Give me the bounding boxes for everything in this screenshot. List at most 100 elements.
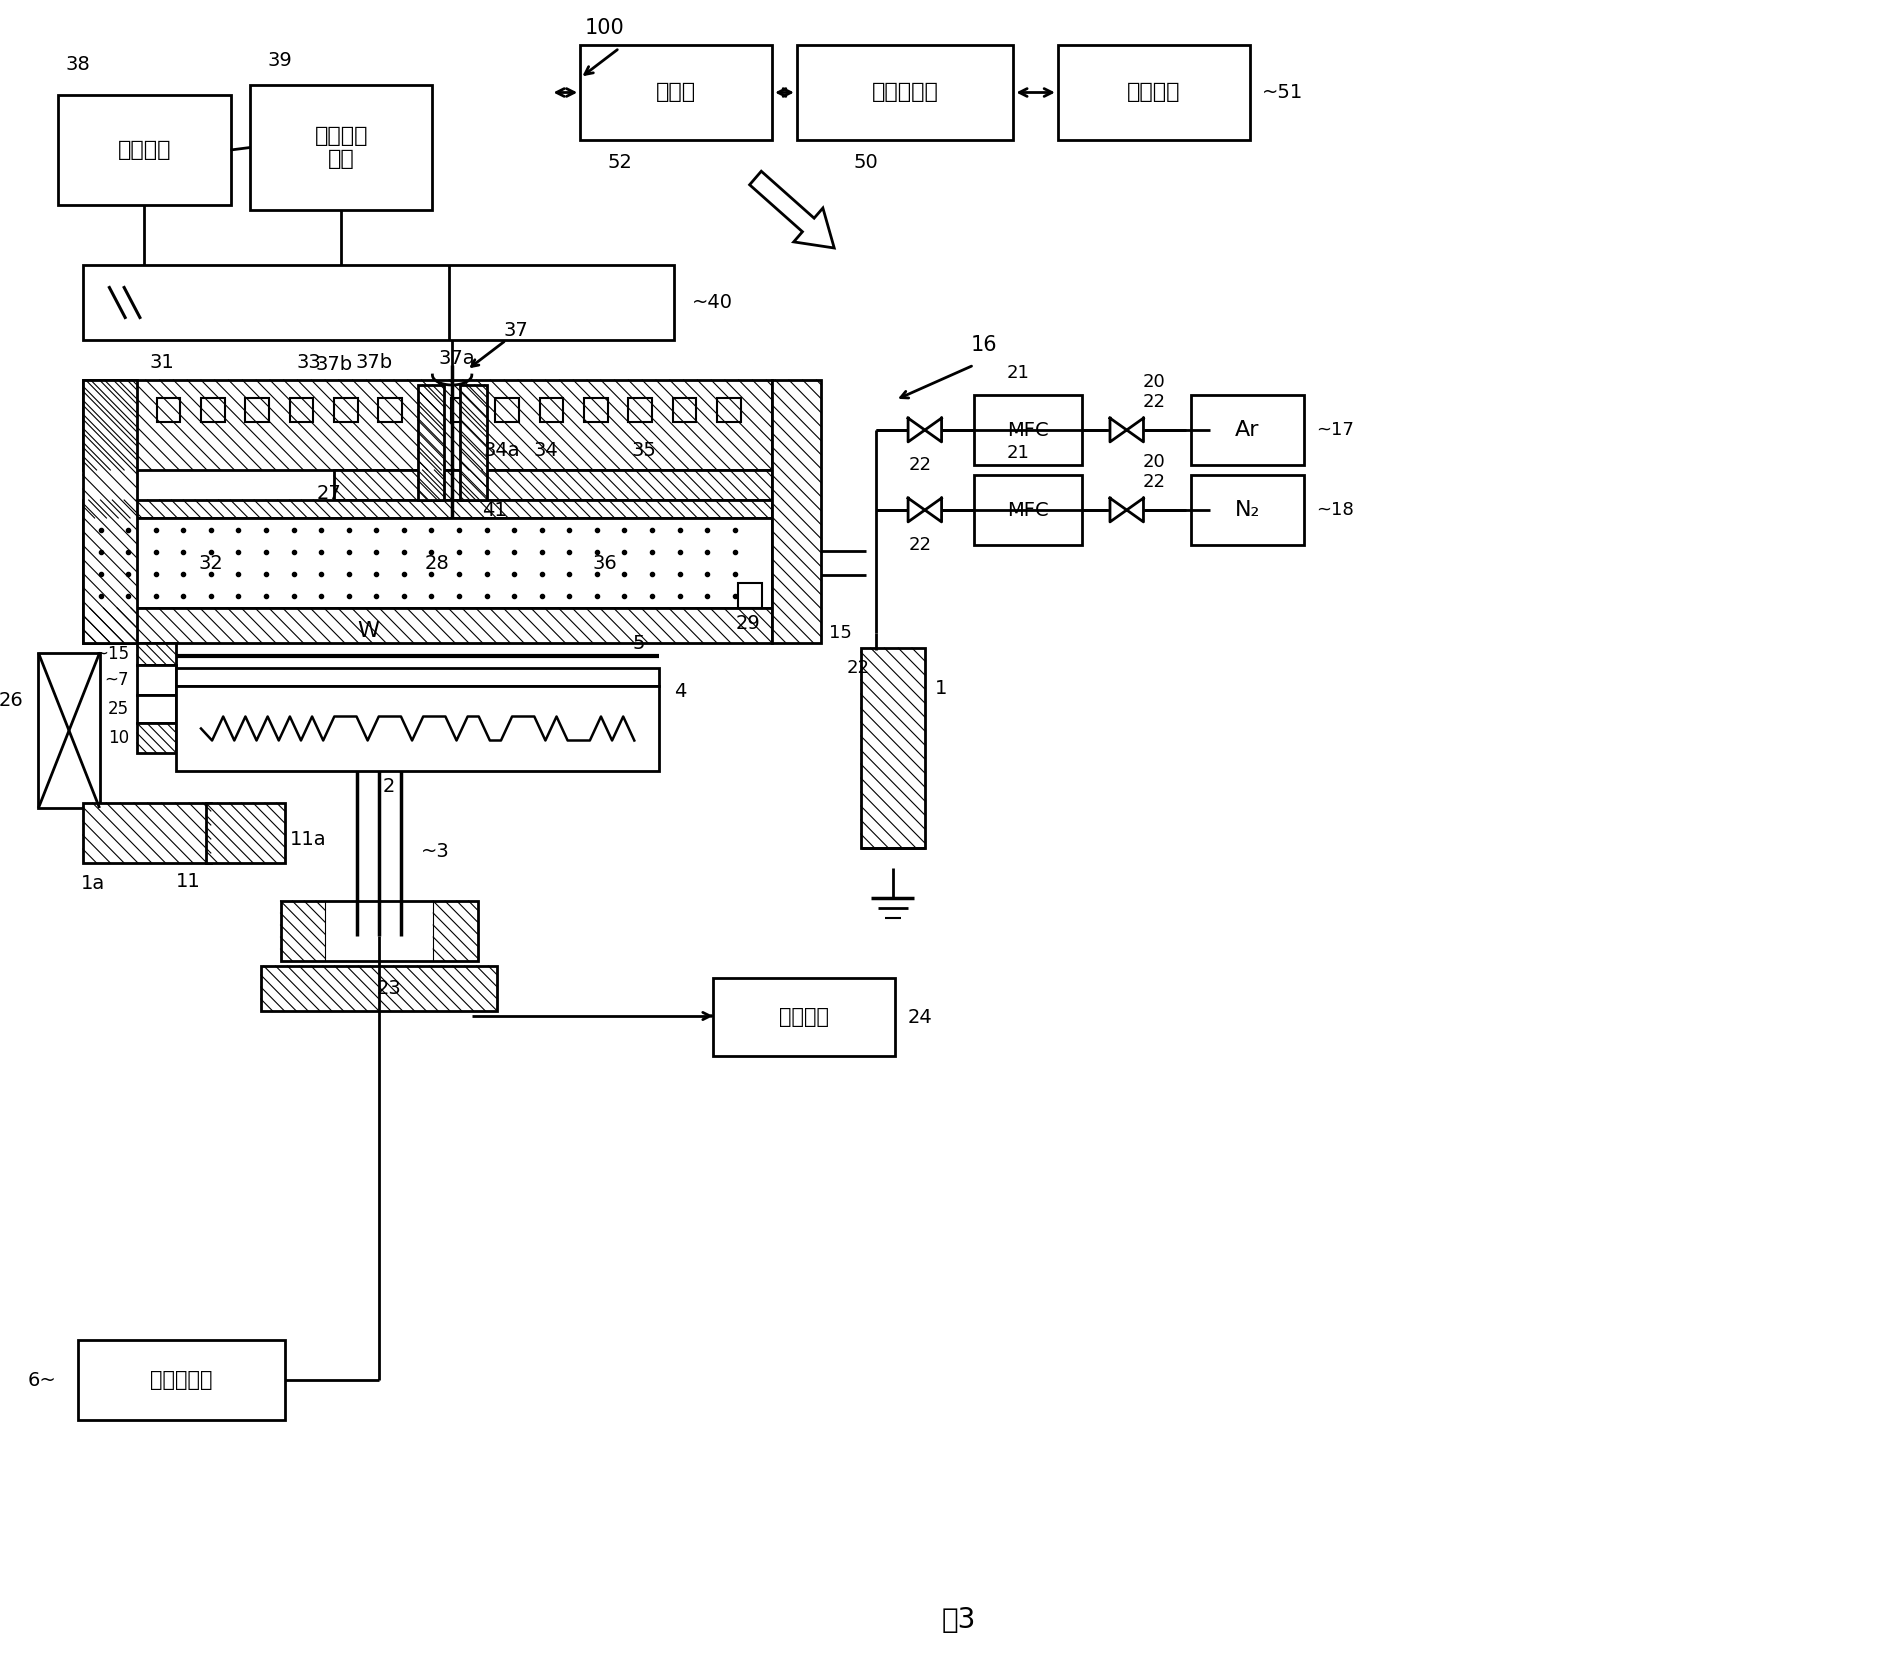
Text: 1a: 1a <box>81 873 104 893</box>
Bar <box>83 803 212 863</box>
Bar <box>773 381 822 643</box>
Text: ~18: ~18 <box>1317 501 1354 519</box>
Bar <box>77 1340 285 1420</box>
Bar <box>433 901 478 961</box>
Bar <box>249 85 433 210</box>
Bar <box>38 653 100 808</box>
Bar <box>861 648 926 848</box>
Bar <box>83 501 773 517</box>
Bar <box>83 501 773 517</box>
Text: 21: 21 <box>1007 444 1030 462</box>
Text: ~51: ~51 <box>1262 83 1303 102</box>
Bar <box>1190 396 1303 466</box>
Text: 5: 5 <box>633 634 646 653</box>
Text: 4: 4 <box>674 681 686 701</box>
Bar <box>138 723 176 753</box>
Polygon shape <box>1111 497 1126 522</box>
Bar <box>334 471 773 501</box>
Text: 37: 37 <box>504 320 529 339</box>
Bar <box>138 694 176 723</box>
Text: 21: 21 <box>1007 364 1030 382</box>
Bar <box>672 397 697 422</box>
Bar <box>797 45 1014 140</box>
Text: 29: 29 <box>735 614 759 633</box>
Text: 24: 24 <box>909 1008 933 1026</box>
Bar <box>83 381 773 471</box>
Text: 存储部: 存储部 <box>655 82 697 102</box>
Bar <box>83 608 773 643</box>
Bar <box>975 396 1082 466</box>
Bar <box>138 723 176 753</box>
Text: 34: 34 <box>533 441 557 459</box>
Bar <box>261 966 497 1011</box>
Text: 31: 31 <box>149 352 174 372</box>
Text: 11a: 11a <box>289 829 327 848</box>
Bar <box>451 397 474 422</box>
Bar <box>138 643 176 664</box>
Text: 2: 2 <box>383 776 395 796</box>
Text: 41: 41 <box>482 501 506 519</box>
Text: 用户接口: 用户接口 <box>1128 82 1181 102</box>
Bar <box>1058 45 1251 140</box>
Text: 15: 15 <box>829 624 852 643</box>
Text: 微波发生
装置: 微波发生 装置 <box>315 125 368 169</box>
Text: 匹配电路: 匹配电路 <box>117 140 172 160</box>
Text: 10: 10 <box>108 729 128 748</box>
Bar <box>417 386 444 501</box>
Text: MFC: MFC <box>1007 421 1048 439</box>
Bar <box>83 381 773 471</box>
Text: 26: 26 <box>0 691 25 709</box>
Polygon shape <box>909 497 926 522</box>
Text: 23: 23 <box>376 980 400 998</box>
Text: W: W <box>357 621 380 641</box>
Bar <box>975 476 1082 546</box>
Bar <box>206 803 285 863</box>
Text: 11: 11 <box>176 871 200 891</box>
Bar <box>138 664 176 694</box>
Text: 34a: 34a <box>484 441 519 459</box>
Polygon shape <box>1111 419 1126 442</box>
Text: 加热器电源: 加热器电源 <box>149 1370 213 1390</box>
Text: 16: 16 <box>971 335 997 355</box>
Text: 1: 1 <box>935 679 946 698</box>
Bar <box>334 471 773 501</box>
Bar <box>417 386 444 501</box>
Text: 52: 52 <box>606 152 633 172</box>
Bar <box>83 608 773 643</box>
Text: N₂: N₂ <box>1235 501 1260 521</box>
Text: ~17: ~17 <box>1317 421 1354 439</box>
Bar <box>83 517 773 608</box>
Text: 100: 100 <box>586 18 625 38</box>
Bar <box>1190 476 1303 546</box>
Text: 20: 20 <box>1143 372 1166 391</box>
Text: 22: 22 <box>909 456 931 474</box>
Bar <box>495 397 519 422</box>
Polygon shape <box>926 497 941 522</box>
Text: 排气装置: 排气装置 <box>778 1006 829 1026</box>
Bar <box>176 686 659 771</box>
Bar <box>773 381 822 643</box>
Text: 28: 28 <box>425 554 450 572</box>
Bar <box>83 803 212 863</box>
Bar <box>739 582 763 608</box>
Text: ~15: ~15 <box>94 644 128 663</box>
Bar <box>138 643 176 664</box>
Text: MFC: MFC <box>1007 501 1048 519</box>
Bar <box>206 803 285 863</box>
Bar <box>83 381 138 643</box>
Text: 25: 25 <box>108 699 128 718</box>
Polygon shape <box>909 419 926 442</box>
Bar <box>540 397 563 422</box>
Text: 22: 22 <box>846 659 869 678</box>
Bar <box>157 397 179 422</box>
Bar <box>334 397 357 422</box>
Text: 37a: 37a <box>438 349 476 367</box>
Text: ~7: ~7 <box>104 671 128 689</box>
Text: 22: 22 <box>1143 392 1166 411</box>
Text: ~3: ~3 <box>421 841 450 861</box>
Text: 38: 38 <box>66 55 91 75</box>
Text: 32: 32 <box>198 554 223 572</box>
Text: 35: 35 <box>631 441 657 459</box>
Polygon shape <box>1126 419 1143 442</box>
Bar <box>281 901 325 961</box>
